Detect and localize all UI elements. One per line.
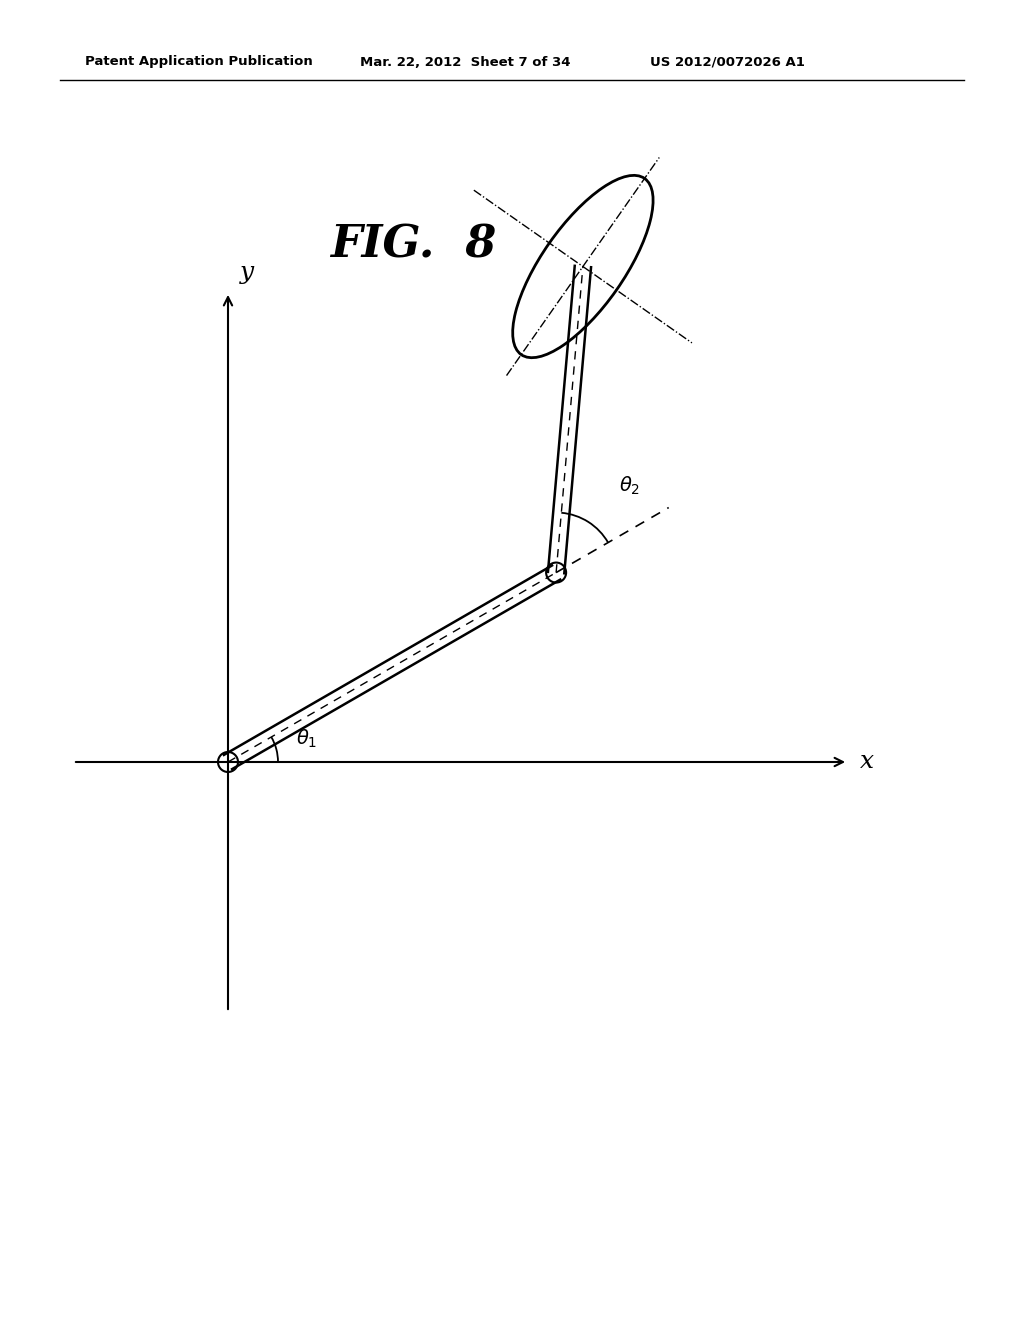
Text: x: x: [860, 751, 874, 774]
Text: FIG.  8: FIG. 8: [330, 223, 497, 267]
Text: Patent Application Publication: Patent Application Publication: [85, 55, 312, 69]
Text: y: y: [240, 261, 254, 284]
Text: $\theta_2$: $\theta_2$: [620, 474, 641, 496]
Text: Mar. 22, 2012  Sheet 7 of 34: Mar. 22, 2012 Sheet 7 of 34: [360, 55, 570, 69]
Text: US 2012/0072026 A1: US 2012/0072026 A1: [650, 55, 805, 69]
Text: $\theta_1$: $\theta_1$: [296, 727, 317, 750]
